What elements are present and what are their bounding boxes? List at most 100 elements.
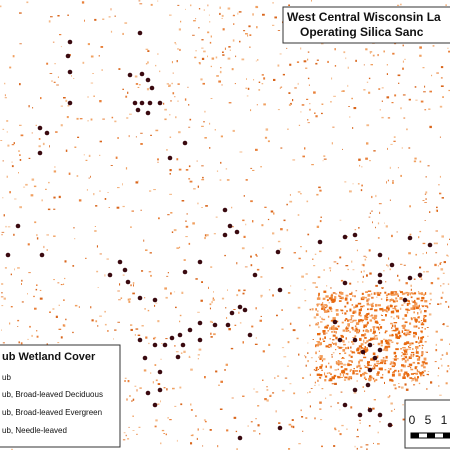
wetland-patch	[363, 376, 366, 379]
wetland-patch	[210, 35, 212, 38]
wetland-patch	[96, 245, 98, 248]
wetland-patch	[390, 361, 393, 364]
wetland-patch	[423, 271, 426, 273]
wetland-patch	[32, 107, 34, 109]
wetland-patch	[353, 306, 355, 309]
wetland-patch	[47, 208, 51, 211]
wetland-patch	[325, 295, 329, 298]
wetland-patch	[11, 448, 13, 450]
wetland-patch	[366, 347, 368, 350]
wetland-patch	[413, 160, 417, 163]
site-dot	[377, 279, 383, 285]
wetland-patch	[305, 364, 307, 367]
wetland-patch	[153, 337, 156, 340]
wetland-patch	[356, 447, 358, 450]
wetland-patch	[408, 347, 412, 348]
wetland-patch	[290, 285, 292, 287]
wetland-patch	[278, 422, 281, 424]
wetland-patch	[4, 267, 7, 269]
wetland-patch	[385, 341, 389, 345]
wetland-patch	[413, 311, 415, 314]
wetland-patch	[344, 298, 348, 301]
wetland-patch	[45, 188, 47, 190]
wetland-patch	[366, 302, 369, 306]
wetland-patch	[49, 73, 53, 74]
wetland-patch	[365, 318, 368, 321]
wetland-patch	[42, 142, 45, 146]
wetland-patch	[420, 320, 423, 322]
wetland-patch	[413, 317, 416, 319]
wetland-patch	[352, 337, 355, 339]
wetland-patch	[355, 329, 357, 331]
wetland-patch	[445, 4, 447, 6]
wetland-patch	[186, 213, 188, 215]
wetland-patch	[2, 160, 4, 162]
wetland-patch	[392, 181, 394, 184]
wetland-patch	[402, 44, 404, 47]
wetland-patch	[350, 315, 354, 317]
wetland-patch	[418, 345, 421, 347]
wetland-patch	[27, 243, 30, 246]
wetland-patch	[381, 287, 384, 289]
wetland-patch	[368, 249, 371, 252]
wetland-patch	[419, 276, 422, 278]
wetland-patch	[381, 319, 385, 321]
wetland-patch	[347, 84, 349, 87]
wetland-patch	[348, 106, 350, 107]
wetland-patch	[239, 151, 243, 153]
wetland-patch	[277, 109, 280, 111]
wetland-patch	[260, 294, 263, 297]
wetland-patch	[448, 305, 450, 308]
wetland-patch	[262, 350, 265, 353]
wetland-patch	[391, 424, 393, 426]
wetland-patch	[132, 415, 134, 417]
wetland-patch	[315, 324, 319, 326]
wetland-patch	[440, 296, 443, 299]
wetland-patch	[396, 336, 400, 339]
wetland-patch	[412, 355, 414, 358]
wetland-patch	[381, 100, 383, 102]
wetland-patch	[215, 216, 218, 218]
wetland-patch	[383, 338, 386, 340]
wetland-patch	[117, 321, 120, 323]
wetland-patch	[435, 349, 438, 352]
wetland-patch	[259, 433, 261, 435]
wetland-patch	[343, 363, 346, 366]
site-dot	[157, 100, 163, 106]
wetland-patch	[104, 310, 106, 313]
wetland-patch	[322, 340, 326, 342]
wetland-patch	[307, 122, 310, 124]
wetland-patch	[169, 114, 171, 116]
wetland-patch	[217, 445, 219, 448]
wetland-patch	[312, 258, 314, 260]
wetland-patch	[126, 117, 129, 119]
wetland-patch	[328, 346, 330, 348]
wetland-patch	[320, 356, 322, 359]
wetland-patch	[18, 341, 20, 344]
wetland-patch	[220, 135, 223, 138]
wetland-patch	[412, 301, 416, 303]
wetland-patch	[354, 325, 357, 327]
wetland-patch	[443, 323, 445, 326]
wetland-patch	[388, 339, 391, 342]
wetland-patch	[13, 233, 15, 236]
wetland-patch	[10, 273, 12, 276]
wetland-patch	[130, 328, 133, 331]
wetland-patch	[370, 303, 374, 306]
wetland-patch	[171, 82, 173, 85]
wetland-patch	[307, 51, 310, 53]
wetland-patch	[388, 257, 390, 260]
wetland-patch	[1, 234, 3, 236]
wetland-patch	[430, 381, 433, 384]
wetland-patch	[50, 16, 53, 18]
wetland-patch	[286, 47, 288, 49]
wetland-patch	[279, 248, 282, 251]
wetland-patch	[355, 240, 358, 241]
wetland-patch	[286, 365, 289, 367]
wetland-patch	[410, 342, 414, 345]
wetland-patch	[307, 360, 309, 363]
wetland-patch	[326, 324, 329, 327]
wetland-patch	[224, 369, 226, 371]
wetland-patch	[235, 55, 237, 58]
wetland-patch	[376, 374, 380, 376]
